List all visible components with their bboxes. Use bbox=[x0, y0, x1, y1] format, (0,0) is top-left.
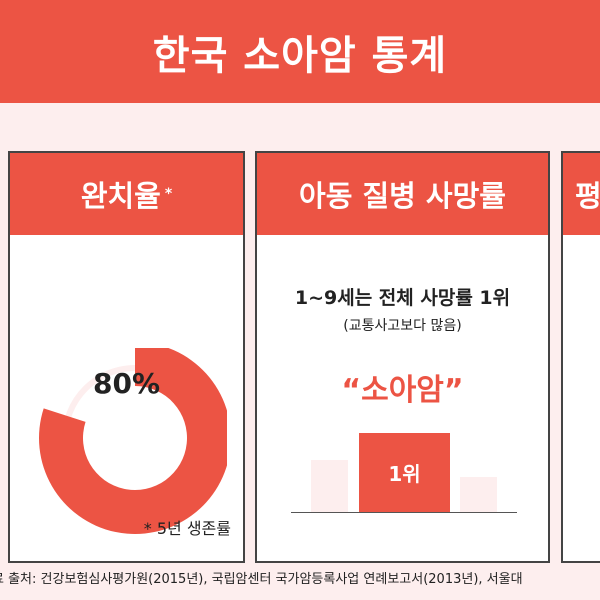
bar-label: 1위 bbox=[388, 462, 421, 486]
card-header: 아동 질병 사망률 bbox=[257, 153, 548, 235]
card-header: 완치율 * bbox=[10, 153, 243, 235]
bar-rank-1: 1위 bbox=[359, 433, 450, 512]
page-title: 한국 소아암 통계 bbox=[152, 32, 448, 79]
donut-arc bbox=[39, 348, 227, 534]
card-title: 완치율 bbox=[80, 179, 161, 213]
donut-chart bbox=[39, 348, 227, 534]
card-title: 평 bbox=[575, 179, 600, 213]
card-cure-rate: 완치율 * 80% * 5년 생존률 bbox=[8, 151, 245, 563]
card-child-mortality: 아동 질병 사망률 1~9세는 전체 사망률 1위 (교통사고보다 많음) “소… bbox=[255, 151, 550, 563]
baseline bbox=[291, 512, 517, 513]
mortality-subnote: (교통사고보다 많음) bbox=[343, 318, 462, 334]
source-text: 료 출처: 건강보험심사평가원(2015년), 국립암센터 국가암등록사업 연례… bbox=[0, 572, 523, 587]
card-third: 평 bbox=[561, 151, 600, 563]
bar-other-left bbox=[311, 460, 348, 512]
bar-other-right bbox=[460, 477, 497, 512]
cure-rate-value: 80% bbox=[92, 367, 161, 400]
card-title: 아동 질병 사망률 bbox=[299, 179, 506, 213]
asterisk: * bbox=[164, 186, 173, 202]
card-header: 평 bbox=[563, 153, 600, 235]
footnote: * 5년 생존률 bbox=[143, 519, 231, 538]
highlight-text: “소아암” bbox=[341, 373, 464, 408]
header-banner: 한국 소아암 통계 bbox=[0, 0, 600, 103]
mortality-statement: 1~9세는 전체 사망률 1위 bbox=[294, 287, 511, 309]
